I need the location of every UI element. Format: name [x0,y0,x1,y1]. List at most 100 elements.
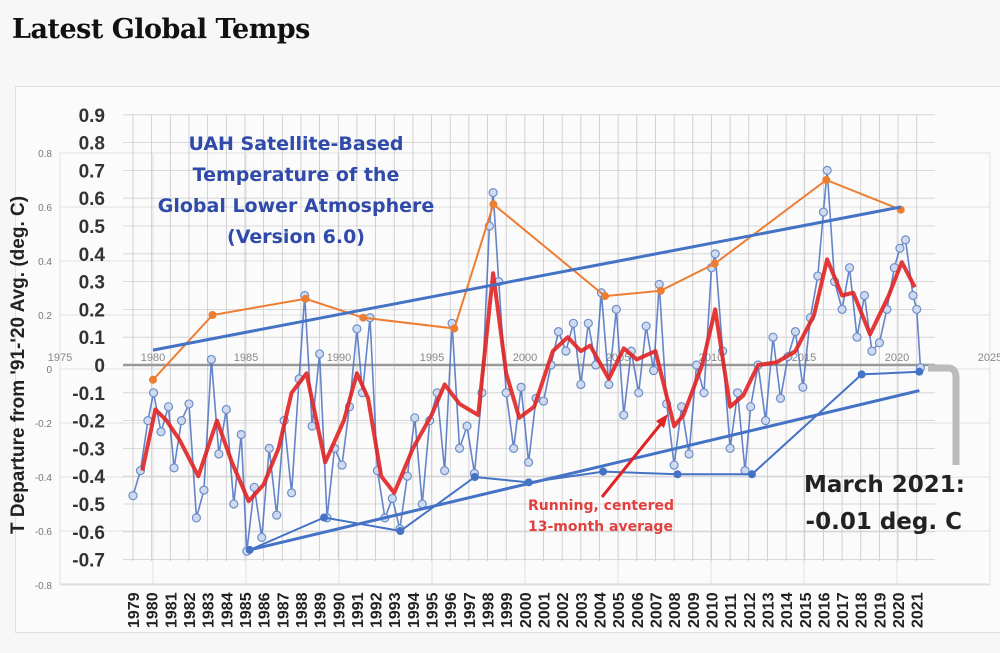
y-tick-label: 0.2 [79,300,105,321]
latest-value-label: March 2021: [804,472,965,498]
x-tick-label: 2002 [555,592,572,628]
troughs-point [320,513,329,522]
monthly-anomaly-point [775,393,786,403]
y-tick-label: -0.4 [72,467,105,488]
x-tick-label: 2000 [518,592,535,628]
monthly-anomaly-point [163,402,174,412]
x-tick-label: 2020 [891,592,908,628]
x-tick-label: 2011 [723,593,740,628]
monthly-anomaly-point [900,235,911,245]
x-tick-label: 2004 [593,592,610,628]
monthly-anomaly-point [509,443,519,453]
monthly-anomaly-point [583,318,593,328]
monthly-anomaly-point [454,443,465,453]
x-tick-label: 2016 [816,592,833,628]
monthly-anomaly-point [908,290,918,301]
chart-title-line: Global Lower Atmosphere [158,195,435,217]
monthly-anomaly-point [641,321,651,331]
monthly-anomaly-point [912,304,922,314]
monthly-anomaly-line [132,170,922,552]
x-tick-label: 2013 [760,592,777,628]
y-tick-label: 0.9 [79,106,105,127]
troughs-point [470,473,479,481]
x-tick-label: 1997 [462,592,479,628]
monthly-anomaly-point [128,491,138,501]
monthly-anomaly-point [387,493,397,504]
monthly-anomaly-point [538,396,549,406]
overlay-y-tick-label: 0.6 [38,203,52,214]
x-tick-label: 2017 [835,592,852,628]
x-tick-label: 1991 [350,592,367,628]
x-tick-label: 1990 [331,592,348,628]
monthly-anomaly-point [669,460,679,470]
monthly-anomaly-point [649,365,659,376]
monthly-anomaly-point [221,404,231,415]
chart-title-line: UAH Satellite-Based [188,133,403,155]
monthly-anomaly-point [844,263,855,273]
monthly-anomaly-point [156,427,166,437]
y-axis-label: T Departure from '91-'20 Avg. (deg. C) [8,196,29,534]
x-tick-label: 1996 [443,592,460,628]
x-tick-label: 1994 [406,592,423,628]
x-tick-label: 2001 [537,592,554,628]
monthly-anomaly-point [410,413,420,423]
monthly-anomaly-point [337,460,347,470]
peaks-point [301,294,310,303]
peaks-point [149,375,157,384]
overlay-x-tick-label: 1995 [420,352,444,364]
x-tick-label: 1987 [275,592,292,628]
running-average-line [140,257,917,504]
running-average-arrow [600,419,666,498]
y-tick-label: 0.5 [79,217,106,238]
x-tick-label: 2021 [910,592,927,628]
monthly-anomaly-point [822,165,832,175]
overlay-y-tick-label: 0.8 [38,149,52,160]
monthly-anomaly-point [867,346,877,356]
y-tick-label: -0.3 [72,439,105,460]
peaks-point [710,259,719,268]
overlay-y-tick-label: 0.2 [38,311,52,322]
y-tick-label: -0.5 [72,495,105,516]
x-tick-label: 2007 [648,592,665,628]
monthly-anomaly-point [257,532,267,542]
x-tick-label: 1982 [182,592,199,628]
x-tick-label: 1980 [145,592,162,628]
monthly-anomaly-point [568,318,578,328]
y-tick-label: 0.6 [79,189,105,210]
troughs-point [857,370,866,379]
monthly-anomaly-point [206,354,216,365]
monthly-anomaly-point [837,304,847,314]
peaks-point [656,286,665,295]
overlay-y-tick-label: -0.2 [35,419,53,430]
monthly-anomaly-point [236,429,246,440]
monthly-anomaly-point [725,443,735,453]
x-tick-label: 2018 [854,592,871,628]
monthly-anomaly-point [746,402,756,412]
monthly-anomaly-point [760,416,771,426]
x-tick-label: 1986 [257,592,274,628]
monthly-anomaly-point [523,457,534,467]
monthly-anomaly-point [199,485,209,495]
monthly-anomaly-point [169,463,179,473]
x-tick-label: 2008 [667,592,684,628]
monthly-anomaly-point [852,332,862,342]
x-tick-label: 2003 [574,592,591,628]
monthly-anomaly-point [264,443,274,453]
monthly-anomaly-point [604,379,614,390]
overlay-x-tick-label: 2000 [513,352,537,364]
monthly-anomaly-point [732,388,743,398]
x-tick-label: 1988 [294,592,311,628]
peaks-point [208,311,217,319]
peaks-point [489,200,498,209]
monthly-anomaly-point [307,421,317,431]
y-tick-label: 0.4 [79,245,106,266]
overlay-y-tick-label: 0 [46,365,52,376]
troughs-point [915,367,924,376]
y-tick-label: -0.1 [72,384,105,405]
running-average-label: Running, centered [528,498,674,514]
chart-frame [15,86,1000,633]
overlay-x-tick-label: 1985 [234,352,258,364]
monthly-anomaly-point [576,379,586,390]
monthly-anomaly-point [859,290,870,301]
